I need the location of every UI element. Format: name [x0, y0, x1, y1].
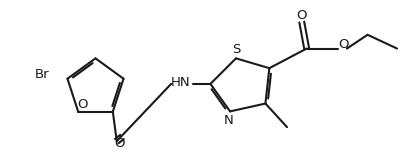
Text: O: O: [114, 137, 124, 150]
Text: O: O: [297, 9, 307, 22]
Text: O: O: [338, 38, 348, 51]
Text: HN: HN: [171, 76, 191, 89]
Text: O: O: [77, 98, 87, 111]
Text: N: N: [224, 114, 234, 127]
Text: Br: Br: [35, 68, 50, 81]
Text: S: S: [232, 43, 240, 56]
